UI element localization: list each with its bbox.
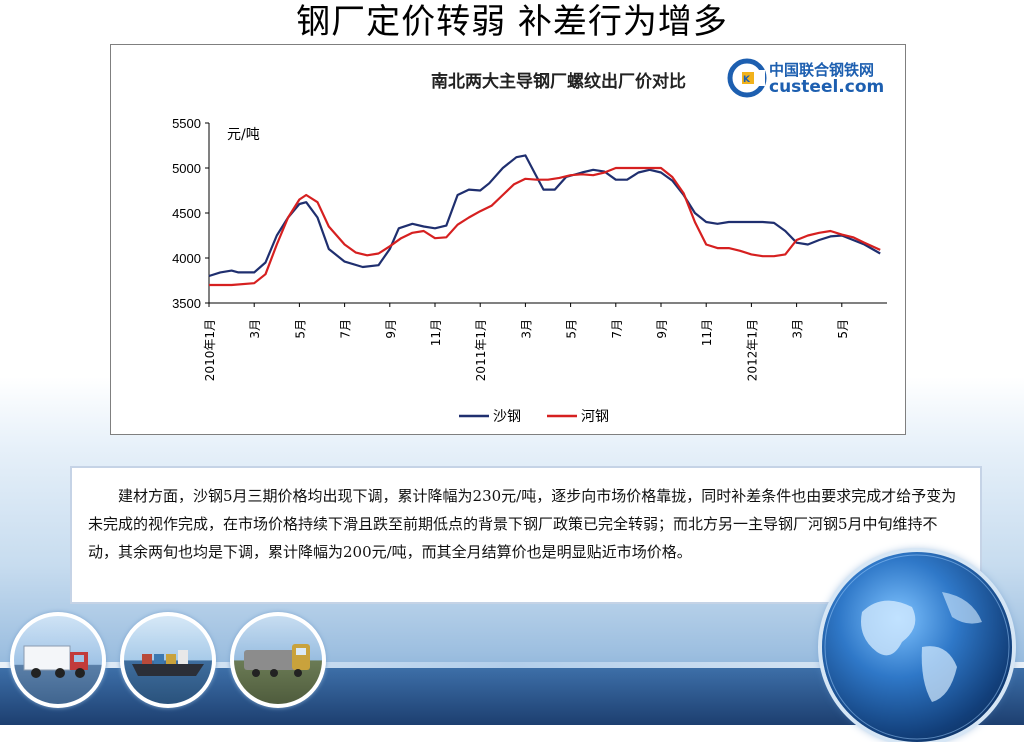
x-tick-label: 11月 [700,319,714,346]
series-line-hegang [209,166,881,287]
series-line-shagang [208,154,881,278]
x-tick-label: 5月 [836,319,850,339]
x-tick-label: 3月 [519,319,533,339]
decorative-stripe [0,662,1024,670]
train-icon [244,644,310,677]
train-image [230,612,326,708]
svg-text:K: K [743,75,751,85]
custeel-logo: K 中国联合钢铁网 custeel.com [727,55,897,101]
chart-panel: 南北两大主导钢厂螺纹出厂价对比 K 中国联合钢铁网 custeel.com 35… [110,44,906,435]
x-tick-label: 11月 [429,319,443,346]
x-tick-label: 9月 [384,319,398,339]
custeel-logo-icon: K [727,58,767,98]
truck-icon [23,645,88,678]
x-tick-label: 7月 [339,319,353,339]
logo-english-text: custeel.com [769,77,885,97]
x-tick-label: 9月 [655,319,669,339]
logo-chinese-text: 中国联合钢铁网 [769,61,875,79]
y-tick-label: 4500 [172,206,201,221]
y-tick-label: 5000 [172,161,201,176]
x-tick-label: 5月 [565,319,579,339]
cargo-ship-icon [132,650,204,676]
y-tick-label: 4000 [172,251,201,266]
truck-image [10,612,106,708]
description-box: 建材方面，沙钢5月三期价格均出现下调，累计降幅为230元/吨，逐步向市场价格靠拢… [70,466,982,604]
line-chart: 3500 4000 4500 5000 5500 元/吨 2010年1月 3月 5月 7月 9月 11… [172,116,887,425]
y-tick-label: 3500 [172,296,201,311]
x-tick-label: 7月 [610,319,624,339]
y-axis-label: 元/吨 [227,127,260,143]
x-tick-label: 5月 [293,319,307,339]
x-tick-label: 3月 [248,319,262,339]
slide-title: 钢厂定价转弱 补差行为增多 [296,2,728,42]
x-tick-label: 2012年1月 [745,319,759,381]
chart-title: 南北两大主导钢厂螺纹出厂价对比 [431,72,686,92]
globe-icon [824,554,1010,740]
ship-image [120,612,216,708]
legend-label-shagang: 沙钢 [493,409,521,425]
x-tick-label: 3月 [791,319,805,339]
globe-image [822,552,1012,742]
x-tick-label: 2011年1月 [474,319,488,381]
legend-label-hegang: 河钢 [581,409,609,425]
description-paragraph: 建材方面，沙钢5月三期价格均出现下调，累计降幅为230元/吨，逐步向市场价格靠拢… [88,487,957,561]
x-tick-label: 2010年1月 [203,319,217,381]
y-tick-label: 5500 [172,116,201,131]
